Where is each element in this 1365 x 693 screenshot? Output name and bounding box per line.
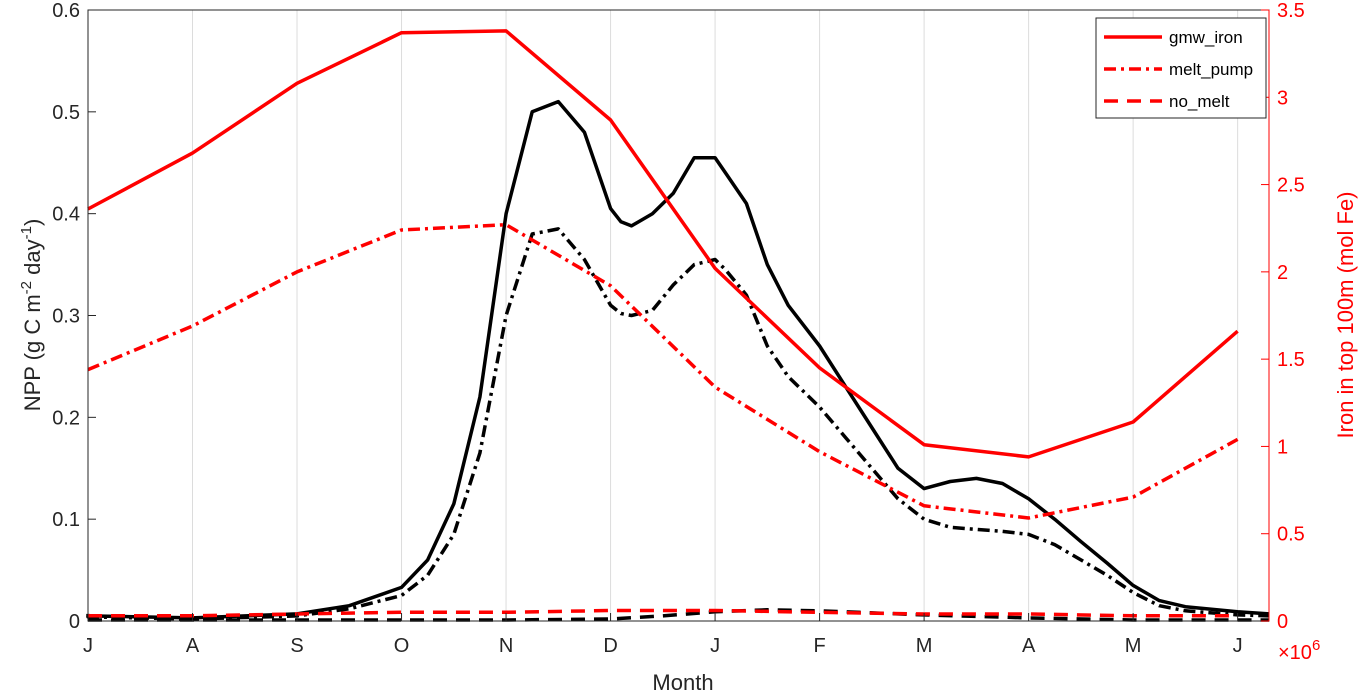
right-y-tick-label: 2.5	[1277, 175, 1305, 197]
legend-box	[1095, 17, 1267, 119]
right-y-tick-label: 3	[1277, 87, 1288, 109]
x-tick-label: F	[813, 635, 825, 657]
right-axis-exponent: ×106	[1278, 637, 1320, 664]
x-tick-label: J	[83, 635, 93, 657]
plot-background	[88, 10, 1269, 621]
right-y-tick-label: 0	[1277, 611, 1288, 633]
x-tick-label: D	[603, 635, 617, 657]
x-tick-label: S	[290, 635, 303, 657]
x-tick-label: M	[916, 635, 933, 657]
right-y-axis: 0 0.5 1 1.5 2 2.5 3 3.5	[1261, 0, 1305, 633]
left-y-tick-label: 0	[69, 611, 80, 633]
x-tick-label: A	[1022, 635, 1036, 657]
right-y-tick-label: 0.5	[1277, 524, 1305, 546]
legend-label-gmw_iron: gmw_iron	[1169, 28, 1243, 47]
left-y-label-sup: -2	[18, 281, 35, 294]
series-line-melt_pump-iron	[87, 222, 1239, 520]
x-tick-label: N	[499, 635, 513, 657]
left-y-tick-label: 0.4	[52, 204, 80, 226]
right-y-tick-label: 3.5	[1277, 0, 1305, 22]
x-tick-label: A	[186, 635, 200, 657]
exponent-base: ×10	[1278, 642, 1312, 664]
left-y-tick-label: 0.5	[52, 102, 80, 124]
left-y-label-part: NPP (g C m	[20, 294, 45, 411]
left-y-tick-label: 0.3	[52, 306, 80, 328]
x-axis-label: Month	[652, 670, 713, 693]
left-y-axis-label: NPP (g C m-2 day-1)	[18, 219, 45, 412]
legend-label-no_melt: no_melt	[1169, 92, 1230, 111]
series-line-gmw_iron-iron	[87, 29, 1239, 459]
legend: gmw_iron melt_pump no_melt	[1095, 17, 1267, 119]
exponent-power: 6	[1312, 637, 1320, 654]
x-tick-label: M	[1125, 635, 1142, 657]
left-y-tick-label: 0.1	[52, 509, 80, 531]
series-line-melt_pump-npp	[86, 227, 1270, 621]
right-y-tick-label: 1.5	[1277, 349, 1305, 371]
x-tick-label: J	[1233, 635, 1243, 657]
right-y-axis-label: Iron in top 100m (mol Fe)	[1333, 192, 1358, 439]
left-y-tick-label: 0.2	[52, 407, 80, 429]
x-tick-label: O	[394, 635, 410, 657]
left-y-axis: 0 0.1 0.2 0.3 0.4 0.5 0.6	[52, 0, 96, 633]
right-y-tick-label: 2	[1277, 262, 1288, 284]
right-y-tick-label: 1	[1277, 436, 1288, 458]
left-y-tick-label: 0.6	[52, 0, 80, 22]
left-y-label-part: )	[20, 219, 45, 226]
x-tick-label: J	[710, 635, 720, 657]
series-lines	[86, 29, 1270, 622]
series-line-no_melt-iron	[88, 608, 1238, 618]
series-line-gmw_iron-npp	[86, 99, 1270, 620]
legend-label-melt_pump: melt_pump	[1169, 60, 1253, 79]
left-y-label-sup: -1	[18, 226, 35, 239]
left-y-label-part: day	[20, 239, 45, 281]
